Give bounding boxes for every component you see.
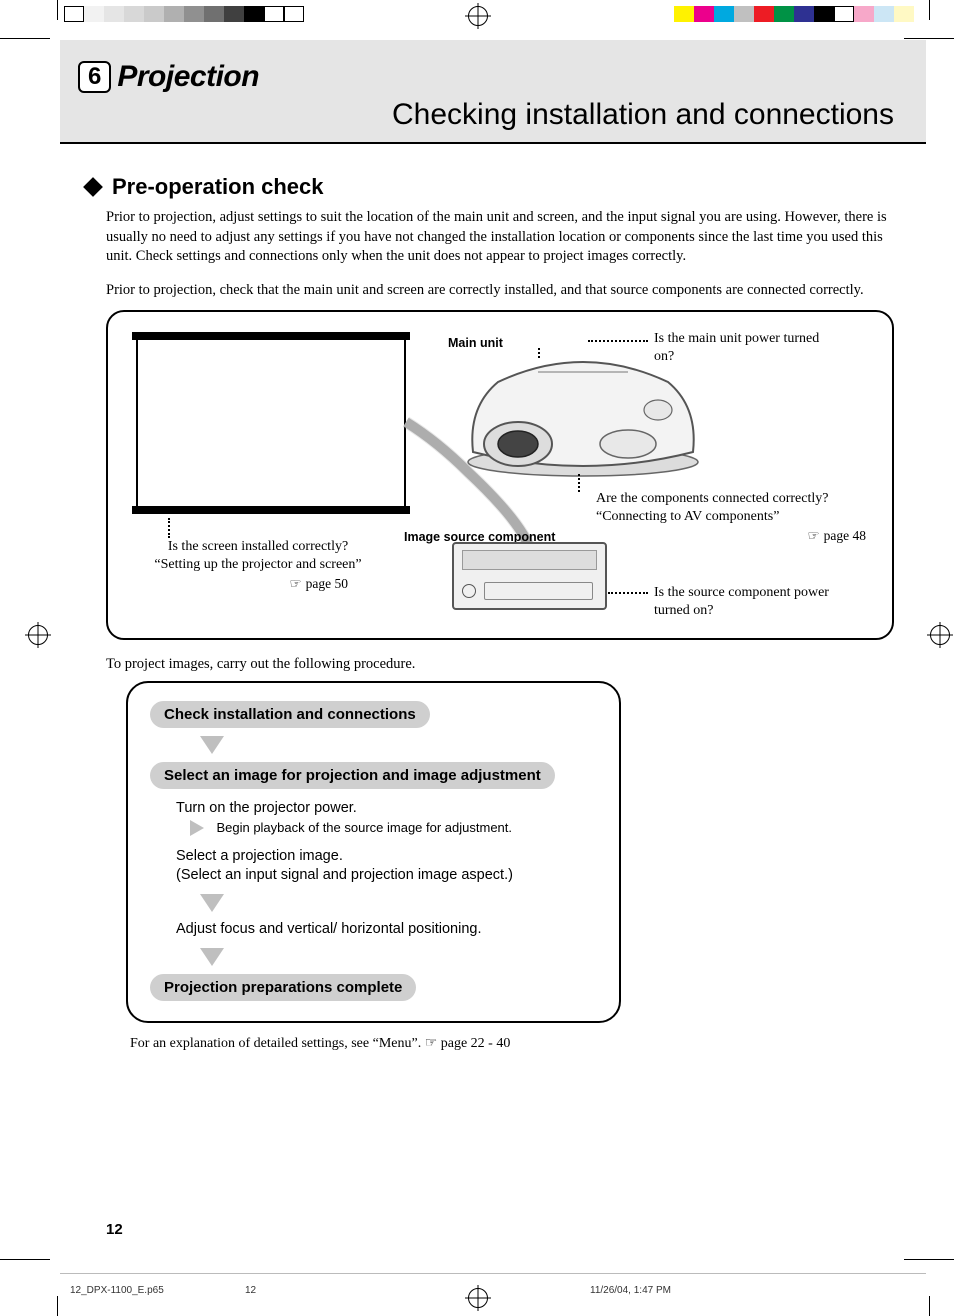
page-number: 12	[106, 1221, 123, 1238]
procedure-flowchart: Check installation and connections Selec…	[126, 681, 621, 1022]
main-unit-label: Main unit	[448, 336, 503, 350]
main-unit-callout: Is the main unit power turned on?	[654, 330, 824, 366]
section-heading-text: Pre-operation check	[112, 174, 324, 200]
conn-page-ref-text: page 48	[824, 528, 866, 543]
procedure-intro: To project images, carry out the followi…	[106, 656, 894, 673]
receiver-illustration	[452, 542, 607, 610]
crop-mark	[904, 38, 954, 39]
crop-mark	[929, 1296, 930, 1316]
leader-line	[168, 518, 170, 538]
footer-rule	[60, 1273, 926, 1274]
registration-mark	[468, 6, 488, 26]
leader-line	[608, 592, 648, 594]
flow-substep-1-sub: Begin playback of the source image for a…	[150, 819, 597, 837]
section-heading: Pre-operation check	[106, 174, 894, 200]
intro-paragraph-2: Prior to projection, check that the main…	[106, 281, 894, 301]
intro-paragraph-1: Prior to projection, adjust settings to …	[106, 208, 894, 267]
flow-step-check: Check installation and connections	[150, 701, 430, 728]
crop-mark	[904, 1259, 954, 1260]
connection-callout: Are the components connected correctly? …	[596, 490, 866, 544]
screen-illustration	[136, 338, 406, 508]
receiver-panel	[484, 582, 593, 600]
conn-q1: Are the components connected correctly?	[596, 490, 866, 508]
leader-line	[538, 348, 540, 358]
flow-step-complete: Projection preparations complete	[150, 974, 416, 1001]
arrow-right-icon	[190, 820, 204, 836]
crop-mark	[929, 0, 930, 20]
registration-mark	[28, 625, 48, 645]
crop-mark	[57, 1296, 58, 1316]
source-power-callout: Is the source component power turned on?	[654, 584, 854, 620]
chapter-title: Projection	[117, 60, 259, 94]
flow-substep-1: Turn on the projector power.	[176, 799, 597, 819]
arrow-down-icon	[200, 894, 224, 912]
color-bar-gray	[64, 6, 304, 22]
arrow-down-icon	[200, 736, 224, 754]
flow-substep-2b: (Select an input signal and projection i…	[176, 866, 597, 886]
header-band: 6 Projection Checking installation and c…	[60, 40, 926, 144]
registration-mark	[468, 1288, 488, 1308]
crop-mark	[0, 38, 50, 39]
content: Pre-operation check Prior to projection,…	[60, 144, 926, 1052]
receiver-display	[462, 550, 597, 570]
crop-mark	[0, 1259, 50, 1260]
leader-line	[578, 474, 580, 492]
screen-page-ref-text: page 50	[306, 576, 348, 591]
footnote: For an explanation of detailed settings,…	[130, 1035, 894, 1052]
diamond-icon	[83, 177, 103, 197]
arrow-down-icon	[200, 948, 224, 966]
color-bar-color	[674, 6, 914, 22]
page: 6 Projection Checking installation and c…	[60, 40, 926, 1256]
flow-substep-3: Adjust focus and vertical/ horizontal po…	[176, 920, 597, 940]
conn-page-ref: page 48	[596, 527, 866, 545]
footer-page: 12	[245, 1285, 256, 1296]
footer-date: 11/26/04, 1:47 PM	[590, 1285, 671, 1296]
page-subtitle: Checking installation and connections	[392, 98, 894, 132]
flow-substep-1-sub-text: Begin playback of the source image for a…	[216, 820, 512, 835]
screen-q2: “Setting up the projector and screen”	[138, 556, 378, 574]
crop-mark	[57, 0, 58, 20]
conn-q2: “Connecting to AV components”	[596, 508, 866, 526]
footer-filename: 12_DPX-1100_E.p65	[70, 1285, 164, 1296]
projector-illustration	[458, 352, 708, 482]
flow-step-select: Select an image for projection and image…	[150, 762, 555, 789]
chapter-badge: 6 Projection	[78, 60, 259, 94]
screen-q1: Is the screen installed correctly?	[138, 538, 378, 556]
registration-mark	[930, 625, 950, 645]
installation-diagram: Is the screen installed correctly? “Sett…	[106, 310, 894, 640]
chapter-number: 6	[78, 61, 111, 93]
screen-page-ref: page 50	[138, 575, 378, 593]
leader-line	[588, 340, 648, 342]
screen-callout: Is the screen installed correctly? “Sett…	[138, 538, 378, 592]
flow-substep-2a: Select a projection image.	[176, 847, 597, 867]
